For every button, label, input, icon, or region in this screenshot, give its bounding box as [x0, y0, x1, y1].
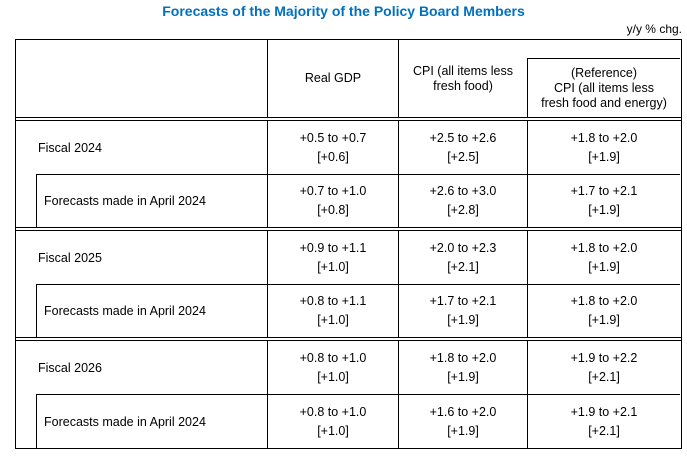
- value-median: [+2.1]: [447, 259, 479, 274]
- table-row: Fiscal 2024 +0.5 to +0.7 [+0.6] +2.5 to …: [16, 121, 681, 174]
- header-reference-line2: CPI (all items less: [553, 80, 655, 95]
- header-cpi: CPI (all items less fresh food): [398, 40, 527, 117]
- cell-gdp: +0.8 to +1.0 [+1.0]: [267, 394, 398, 448]
- cell-cpi: +2.5 to +2.6 [+2.5]: [398, 121, 527, 174]
- cell-reference: +1.9 to +2.2 [+2.1]: [527, 341, 680, 394]
- cell-reference: +1.7 to +2.1 [+1.9]: [527, 174, 680, 227]
- cell-gdp: +0.9 to +1.1 [+1.0]: [267, 231, 398, 284]
- cell-cpi: +1.8 to +2.0 [+1.9]: [398, 341, 527, 394]
- value-range: +1.9 to +2.1: [570, 404, 638, 419]
- value-range: +1.8 to +2.0: [570, 130, 638, 145]
- value-median: [+2.8]: [447, 203, 479, 217]
- table-row-april: Forecasts made in April 2024 +0.8 to +1.…: [16, 284, 681, 337]
- block-fiscal-2024: Fiscal 2024 +0.5 to +0.7 [+0.6] +2.5 to …: [16, 120, 681, 228]
- header-reference-box: (Reference) CPI (all items less fresh fo…: [527, 58, 680, 117]
- value-median: [+1.9]: [588, 313, 620, 327]
- value-range: +1.9 to +2.2: [570, 350, 638, 365]
- header-cpi-line1: CPI (all items less: [412, 63, 514, 78]
- value-range: +0.8 to +1.0: [299, 404, 367, 419]
- value-median: [+1.9]: [447, 423, 479, 438]
- cell-cpi: +2.0 to +2.3 [+2.1]: [398, 231, 527, 284]
- row-label: Fiscal 2024: [38, 140, 102, 155]
- cell-reference: +1.8 to +2.0 [+1.9]: [527, 121, 680, 174]
- cell-reference: +1.8 to +2.0 [+1.9]: [527, 284, 680, 337]
- row-label-indented: Forecasts made in April 2024: [16, 174, 267, 227]
- header-empty-cell: [16, 40, 267, 117]
- value-range: +0.8 to +1.1: [299, 294, 367, 308]
- row-label-indented: Forecasts made in April 2024: [16, 284, 267, 337]
- cell-gdp: +0.8 to +1.0 [+1.0]: [267, 341, 398, 394]
- value-median: [+1.9]: [588, 149, 620, 164]
- table-row: Fiscal 2026 +0.8 to +1.0 [+1.0] +1.8 to …: [16, 341, 681, 394]
- cell-gdp: +0.7 to +1.0 [+0.8]: [267, 174, 398, 227]
- value-range: +2.0 to +2.3: [429, 240, 497, 255]
- value-range: +1.7 to +2.1: [429, 294, 497, 308]
- value-range: +0.7 to +1.0: [299, 184, 367, 198]
- value-median: [+0.8]: [317, 203, 349, 217]
- value-range: +0.8 to +1.0: [299, 350, 367, 365]
- cell-gdp: +0.8 to +1.1 [+1.0]: [267, 284, 398, 337]
- unit-note: y/y % chg.: [626, 22, 682, 36]
- header-reference: (Reference) CPI (all items less fresh fo…: [527, 40, 680, 117]
- row-label-indented: Forecasts made in April 2024: [16, 394, 267, 448]
- header-real-gdp: Real GDP: [267, 40, 398, 117]
- value-median: [+2.1]: [588, 423, 620, 438]
- value-median: [+0.6]: [317, 149, 349, 164]
- header-cpi-line2: fresh food): [433, 78, 493, 93]
- value-range: +2.6 to +3.0: [429, 184, 497, 198]
- cell-cpi: +1.6 to +2.0 [+1.9]: [398, 394, 527, 448]
- value-median: [+2.1]: [588, 369, 620, 384]
- value-range: +1.7 to +2.1: [570, 184, 638, 198]
- value-median: [+1.9]: [588, 259, 620, 274]
- indent-box: Forecasts made in April 2024: [36, 394, 267, 448]
- block-fiscal-2025: Fiscal 2025 +0.9 to +1.1 [+1.0] +2.0 to …: [16, 230, 681, 338]
- indent-box: Forecasts made in April 2024: [36, 284, 267, 337]
- header-reference-line3: fresh food and energy): [541, 95, 667, 110]
- cell-cpi: +1.7 to +2.1 [+1.9]: [398, 284, 527, 337]
- value-median: [+1.0]: [317, 369, 349, 384]
- row-label: Fiscal 2026: [38, 360, 102, 375]
- value-range: +0.5 to +0.7: [299, 130, 367, 145]
- header-reference-line1: (Reference): [571, 65, 637, 80]
- value-median: [+1.0]: [317, 259, 349, 274]
- value-range: +1.6 to +2.0: [429, 404, 497, 419]
- value-range: +2.5 to +2.6: [429, 130, 497, 145]
- table-row-april: Forecasts made in April 2024 +0.7 to +1.…: [16, 174, 681, 227]
- value-median: [+1.0]: [317, 423, 349, 438]
- value-range: +0.9 to +1.1: [299, 240, 367, 255]
- row-label: Fiscal 2025: [38, 250, 102, 265]
- table-row-april: Forecasts made in April 2024 +0.8 to +1.…: [16, 394, 681, 448]
- cell-reference: +1.9 to +2.1 [+2.1]: [527, 394, 680, 448]
- table-header-row: Real GDP CPI (all items less fresh food)…: [16, 40, 681, 118]
- table-row: Fiscal 2025 +0.9 to +1.1 [+1.0] +2.0 to …: [16, 231, 681, 284]
- value-range: +1.8 to +2.0: [570, 294, 638, 308]
- cell-gdp: +0.5 to +0.7 [+0.6]: [267, 121, 398, 174]
- page-title: Forecasts of the Majority of the Policy …: [162, 3, 525, 19]
- indent-box: Forecasts made in April 2024: [36, 174, 267, 227]
- value-median: [+1.9]: [447, 369, 479, 384]
- header-real-gdp-label: Real GDP: [304, 71, 362, 85]
- value-range: +1.8 to +2.0: [429, 350, 497, 365]
- value-median: [+1.0]: [317, 313, 349, 327]
- value-median: [+2.5]: [447, 149, 479, 164]
- cell-cpi: +2.6 to +3.0 [+2.8]: [398, 174, 527, 227]
- block-fiscal-2026: Fiscal 2026 +0.8 to +1.0 [+1.0] +1.8 to …: [16, 340, 681, 448]
- cell-reference: +1.8 to +2.0 [+1.9]: [527, 231, 680, 284]
- value-median: [+1.9]: [447, 313, 479, 327]
- forecast-table: Real GDP CPI (all items less fresh food)…: [15, 39, 682, 449]
- value-median: [+1.9]: [588, 203, 620, 217]
- value-range: +1.8 to +2.0: [570, 240, 638, 255]
